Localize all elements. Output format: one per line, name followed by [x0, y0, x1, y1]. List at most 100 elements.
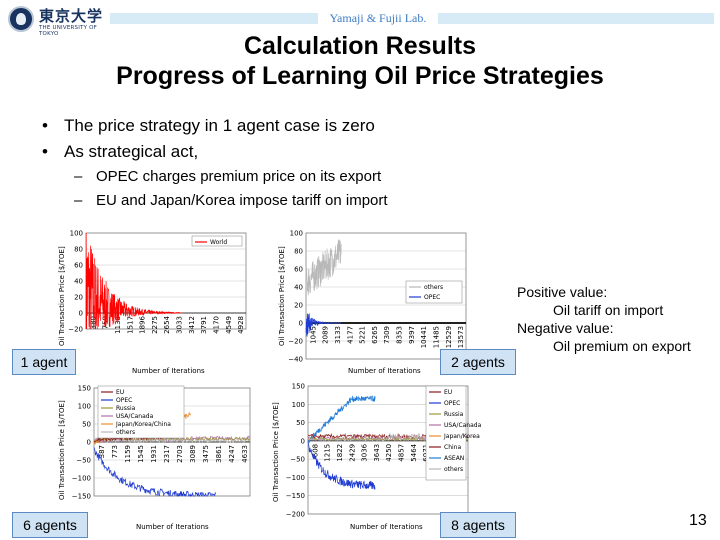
x-tick-label: 4633	[241, 445, 249, 463]
x-tick-label: 1545	[137, 445, 145, 463]
x-tick-label: 4549	[225, 316, 233, 334]
legend-label: USA/Canada	[444, 422, 482, 429]
plot-frame	[307, 385, 469, 515]
chart-1-ylabel: Oil Transaction Price [$/TOE]	[58, 246, 66, 346]
page-number: 13	[689, 512, 707, 529]
y-tick-label: 150	[78, 385, 91, 393]
x-tick-label: 387	[98, 445, 106, 458]
series-opec-line	[305, 313, 342, 337]
tag-8-agents: 8 agents	[440, 512, 516, 538]
x-tick-label: 11485	[432, 326, 440, 348]
legend-label: USA/Canada	[116, 413, 154, 420]
title-line-2: Progress of Learning Oil Price Strategie…	[116, 62, 604, 90]
lab-name: Yamaji & Fujii Lab.	[318, 9, 438, 27]
y-tick-label: 60	[74, 262, 83, 270]
y-tick-label: 80	[294, 248, 303, 256]
series-world-line	[85, 232, 183, 330]
y-tick-label: −20	[288, 338, 303, 346]
legend-label: Japan/Korea	[443, 433, 480, 440]
chart-2-ylabel: Oil Transaction Price [$/TOE]	[278, 246, 286, 346]
x-tick-label: 3861	[215, 445, 223, 463]
chart-8-agents-svg: 150 100 50 0 −50 −100 −150 −200 608 1215 1822 2429 3…	[286, 383, 482, 519]
series-others-line	[93, 438, 251, 444]
bullet-2: As strategical act,	[42, 139, 388, 165]
title-line-1: Calculation Results	[244, 32, 476, 60]
x-tick-label: 608	[311, 444, 319, 457]
legend-label: World	[210, 239, 227, 246]
x-tick-label: 3791	[200, 316, 208, 334]
x-tick-label: 5221	[359, 326, 367, 344]
legend-label: Japan/Korea/China	[115, 421, 171, 428]
chart-2-agents-svg: 100 80 60 40 20 0 −20 −40 1045 2089 3133 4177 5221 62…	[288, 230, 467, 364]
legend-box	[97, 385, 185, 439]
y-tick-label: 40	[294, 284, 303, 292]
x-tick-label: 12529	[445, 326, 453, 348]
x-tick-label: 1931	[150, 445, 158, 463]
x-tick-label: 1138	[114, 316, 122, 334]
x-tick-label: 10441	[420, 326, 428, 348]
x-tick-label: 3033	[176, 316, 184, 334]
x-tick-label: 2317	[163, 445, 171, 463]
value-note: Positive value: Oil tariff on import Neg…	[517, 283, 691, 355]
x-tick-label: 4177	[346, 326, 354, 344]
chart-6-agents: 150 100 50 0 −50 −100 −150 387 773 1159 1545 1931 23…	[56, 380, 256, 532]
legend-label: Russia	[116, 405, 136, 412]
series-asean-line	[307, 395, 376, 444]
sub-bullet-2: EU and Japan/Korea impose tariff on impo…	[42, 189, 388, 213]
legend-label: OPEC	[424, 294, 440, 301]
y-tick-label: −40	[288, 356, 303, 364]
x-tick-label: 13573	[457, 326, 465, 348]
x-tick-label: 1159	[124, 445, 132, 463]
x-tick-label: 1045	[309, 326, 317, 344]
legend-label: others	[444, 466, 463, 473]
tag-2-agents: 2 agents	[440, 349, 516, 375]
note-positive: Positive value:	[517, 284, 608, 300]
x-tick-label: 3475	[202, 445, 210, 463]
chart-6-agents-svg: 150 100 50 0 −50 −100 −150 387 773 1159 1545 1931 23…	[72, 385, 251, 501]
x-tick-label: 1822	[336, 444, 344, 462]
y-tick-label: 100	[290, 230, 303, 238]
x-tick-label: 3412	[188, 316, 196, 334]
legend-label: others	[424, 284, 443, 291]
legend-label: China	[444, 444, 461, 451]
sub-bullet-1: OPEC charges premium price on its export	[42, 165, 388, 189]
y-tick-label: 50	[296, 419, 305, 427]
chart-6-ylabel: Oil Transaction Price [$/TOE]	[58, 400, 66, 500]
legend-label: EU	[116, 389, 124, 396]
x-tick-label: 4170	[212, 316, 220, 334]
y-tick-label: 50	[82, 421, 91, 429]
legend-label: others	[116, 429, 135, 436]
x-tick-label: 9397	[408, 326, 416, 344]
legend-label: Russia	[444, 411, 464, 418]
x-tick-label: 5464	[410, 443, 418, 461]
y-tick-label: 150	[292, 383, 305, 391]
y-tick-label: 100	[292, 401, 305, 409]
chart-8-agents: 150 100 50 0 −50 −100 −150 −200 608 1215 1822 2429 3…	[270, 378, 482, 532]
legend-box	[191, 235, 243, 247]
chart-1-xlabel: Number of Iterations	[132, 367, 205, 375]
series-opec-line	[93, 447, 217, 498]
legend-label: EU	[444, 389, 452, 396]
y-tick-label: 100	[70, 230, 83, 238]
chart-8-xlabel: Number of Iterations	[350, 523, 423, 531]
x-tick-label: 8353	[396, 326, 404, 344]
x-tick-label: 3089	[189, 445, 197, 463]
y-tick-label: 80	[74, 246, 83, 254]
chart-2-agents: 100 80 60 40 20 0 −20 −40 1045 2089 3133 4177 5221 62…	[276, 228, 476, 378]
legend-box	[425, 385, 467, 481]
x-tick-label: 3133	[334, 326, 342, 344]
x-tick-label: 7309	[383, 326, 391, 344]
y-tick-label: −50	[76, 457, 91, 465]
bullet-list: The price strategy in 1 agent case is ze…	[42, 113, 388, 213]
y-tick-label: 0	[79, 310, 83, 318]
note-negative: Negative value:	[517, 320, 614, 336]
bullet-1: The price strategy in 1 agent case is ze…	[42, 113, 388, 139]
legend-label: ASEAN	[444, 455, 464, 462]
y-tick-label: −50	[290, 456, 305, 464]
note-negative-detail: Oil premium on export	[553, 338, 691, 354]
x-tick-label: 4857	[398, 444, 406, 462]
y-tick-label: 0	[87, 439, 91, 447]
y-tick-label: 20	[74, 294, 83, 302]
y-tick-label: −100	[286, 474, 305, 482]
